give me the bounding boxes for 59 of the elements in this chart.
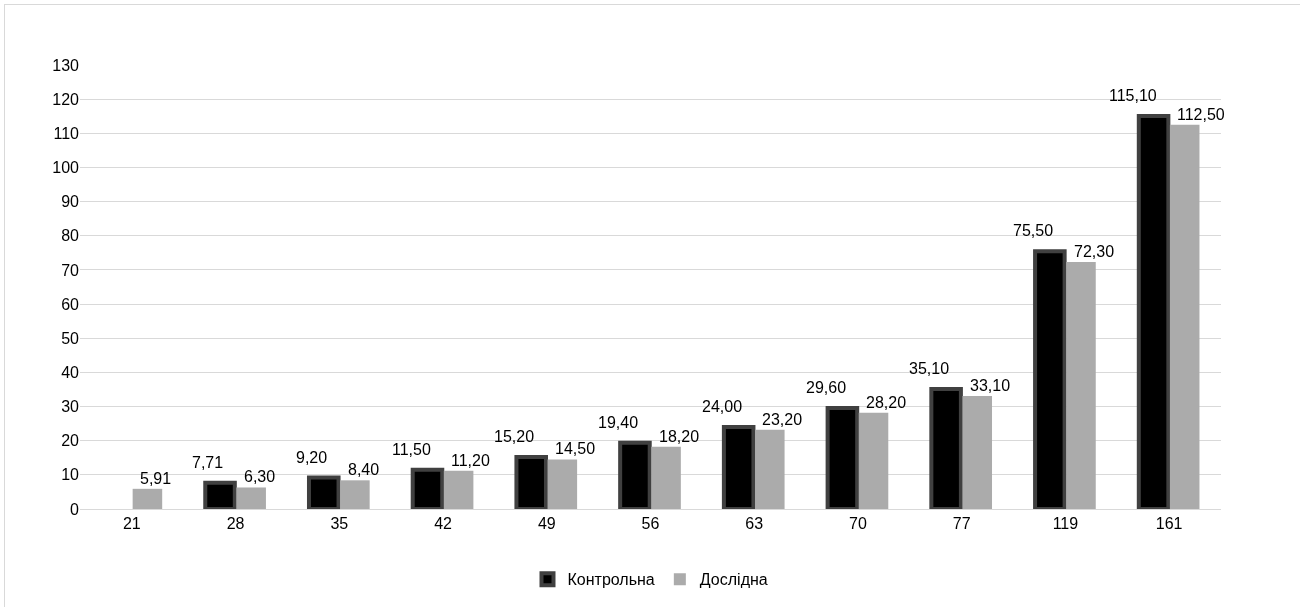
y-tick-label: 110 (53, 124, 80, 142)
x-tick-label: 63 (745, 515, 764, 533)
y-tick-label: 0 (70, 500, 80, 518)
y-tick-label: 40 (61, 363, 80, 381)
data-label: 33,10 (970, 377, 1011, 394)
bar (1169, 124, 1200, 509)
y-tick-label: 50 (61, 329, 80, 347)
bar (236, 487, 266, 509)
data-label: 112,50 (1177, 106, 1225, 123)
bar (443, 470, 474, 509)
x-tick-label: 21 (122, 515, 141, 533)
legend-label: Дослідна (699, 571, 768, 589)
data-label: 11,50 (392, 441, 431, 458)
y-tick-label: 130 (52, 56, 80, 74)
data-label: 35,10 (909, 360, 950, 377)
bar (858, 412, 889, 509)
data-label: 29,60 (806, 379, 847, 396)
y-tick-label: 20 (61, 432, 80, 450)
x-tick-label: 70 (849, 515, 867, 533)
x-tick-label: 49 (537, 515, 556, 533)
x-tick-label: 119 (1052, 515, 1079, 533)
x-tick-label: 28 (226, 515, 245, 533)
x-tick-label: 161 (1155, 515, 1183, 533)
y-tick-label: 100 (52, 159, 80, 177)
data-label: 6,30 (244, 468, 276, 485)
data-label: 75,50 (1013, 222, 1054, 239)
data-label: 9,20 (296, 449, 328, 466)
legend-label: Контрольна (567, 571, 655, 589)
bar (651, 446, 681, 509)
y-tick-label: 80 (61, 227, 80, 245)
y-tick-label: 120 (52, 90, 80, 108)
y-tick-label: 70 (61, 261, 80, 279)
y-tick-label: 30 (61, 398, 80, 416)
data-label: 14,50 (555, 440, 596, 457)
data-label: 19,40 (598, 414, 639, 431)
bar (962, 395, 993, 509)
data-label: 115,10 (1109, 87, 1157, 104)
bar (340, 480, 370, 509)
data-label: 7,71 (192, 454, 224, 471)
data-label: 18,20 (659, 428, 700, 445)
x-tick-label: 42 (434, 515, 453, 533)
x-tick-label: 35 (330, 515, 349, 533)
bar (1066, 262, 1096, 509)
bar (132, 488, 163, 509)
data-label: 8,40 (348, 461, 380, 478)
bar (547, 459, 578, 509)
x-tick-label: 56 (641, 515, 660, 533)
data-label: 11,20 (451, 452, 490, 469)
data-label: 72,30 (1074, 243, 1115, 260)
data-label: 28,20 (866, 394, 907, 411)
data-label: 5,91 (140, 470, 172, 487)
bar (755, 429, 785, 509)
y-tick-label: 60 (61, 295, 80, 313)
data-label: 15,20 (494, 428, 535, 445)
data-label: 23,20 (762, 411, 803, 428)
data-label: 24,00 (702, 398, 743, 415)
x-tick-label: 77 (952, 515, 971, 533)
y-tick-label: 90 (61, 193, 80, 211)
y-tick-label: 10 (61, 466, 80, 484)
